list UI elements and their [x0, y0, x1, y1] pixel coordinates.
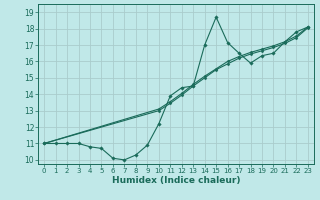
- X-axis label: Humidex (Indice chaleur): Humidex (Indice chaleur): [112, 176, 240, 185]
